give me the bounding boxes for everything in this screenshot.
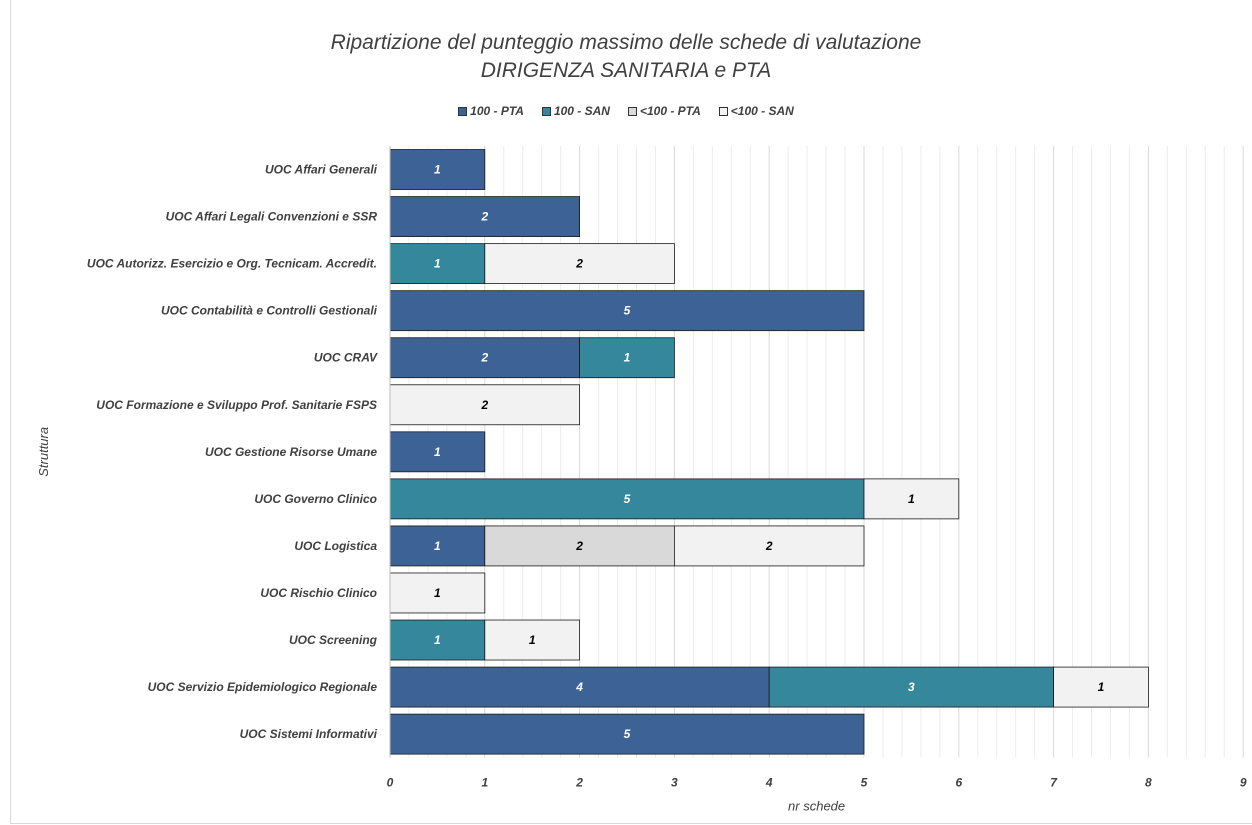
data-label: 2 [575,539,583,553]
category-label: UOC Formazione e Sviluppo Prof. Sanitari… [96,398,377,412]
data-label: 1 [1098,680,1105,694]
chart-frame [10,0,1252,824]
data-label: 1 [434,257,441,271]
data-label: 1 [434,539,441,553]
x-tick-label: 2 [575,776,583,790]
bar-segment [389,666,770,708]
legend-label: <100 - PTA [639,104,701,118]
legend-label: <100 - SAN [730,104,794,118]
data-label: 4 [575,680,583,694]
category-label: UOC Servizio Epidemiologico Regionale [148,680,378,694]
category-label: UOC Logistica [294,539,377,553]
chart-subtitle: DIRIGENZA SANITARIA e PTA [480,59,772,82]
chart-title: Ripartizione del punteggio massimo delle… [330,31,922,54]
chart-legend: 100 - PTA 100 - SAN <100 - PTA <100 - SAN [0,104,1252,118]
bar-segment [389,572,486,614]
bar-segment [389,243,486,285]
category-label: UOC Rischio Clinico [260,586,377,600]
data-label: 1 [434,633,441,647]
bar-segment [863,478,960,520]
data-label: 2 [765,539,773,553]
legend-item: <100 - SAN [718,104,794,118]
legend-label: 100 - PTA [470,104,524,118]
category-label: UOC Screening [289,633,378,647]
x-tick-label: 5 [861,776,868,790]
legend-swatch [627,106,637,116]
data-label: 5 [624,727,631,741]
bar-segment [484,525,675,567]
bar-segment [579,337,675,379]
data-label: 3 [908,680,915,694]
bar-segment [389,384,581,426]
data-label: 1 [624,351,631,365]
y-axis-title: Struttura [36,427,51,477]
data-label: 1 [908,492,915,506]
legend-item: 100 - PTA [458,104,524,118]
legend-swatch [718,106,728,116]
x-tick-label: 1 [481,776,488,790]
category-label: UOC Gestione Risorse Umane [205,445,377,459]
bar-segment [389,337,581,379]
x-tick-label: 8 [1145,776,1152,790]
legend-swatch [458,106,468,116]
data-label: 5 [624,492,631,506]
bar-segment [389,290,865,332]
data-label: 2 [480,210,488,224]
category-label: UOC Autorizz. Esercizio e Org. Tecnicam.… [87,257,377,271]
x-axis-title: nr schede [788,799,845,814]
data-label: 1 [434,163,441,177]
legend-label: 100 - SAN [553,104,610,118]
data-label: 5 [624,304,631,318]
x-tick-label: 6 [955,776,962,790]
legend-swatch [541,106,551,116]
bar-segment [484,243,675,285]
bar-segment [389,431,486,473]
bar-segment [1053,666,1149,708]
bar-segment [389,149,486,190]
data-label: 2 [480,351,488,365]
bar-segment [389,196,581,237]
category-label: UOC CRAV [314,351,378,365]
data-label: 1 [434,445,441,459]
category-label: UOC Sistemi Informativi [240,727,378,741]
data-label: 2 [480,398,488,412]
bar-segment [484,619,580,661]
bar-segment [768,666,1055,708]
category-label: UOC Affari Legali Convenzioni e SSR [166,210,378,224]
x-tick-label: 0 [387,776,394,790]
category-label: UOC Affari Generali [265,163,378,177]
x-tick-label: 9 [1240,776,1247,790]
legend-item: 100 - SAN [541,104,610,118]
bar-segment [674,525,865,567]
data-label: 2 [575,257,583,271]
bar-segment [389,713,865,755]
legend-item: <100 - PTA [627,104,701,118]
x-tick-label: 4 [765,776,773,790]
x-tick-label: 3 [671,776,678,790]
category-label: UOC Contabilità e Controlli Gestionali [161,304,378,318]
category-label: UOC Governo Clinico [254,492,377,506]
data-label: 1 [529,633,536,647]
bar-segment [389,525,486,567]
bar-segment [389,478,865,520]
data-label: 1 [434,586,441,600]
x-tick-label: 7 [1050,776,1058,790]
